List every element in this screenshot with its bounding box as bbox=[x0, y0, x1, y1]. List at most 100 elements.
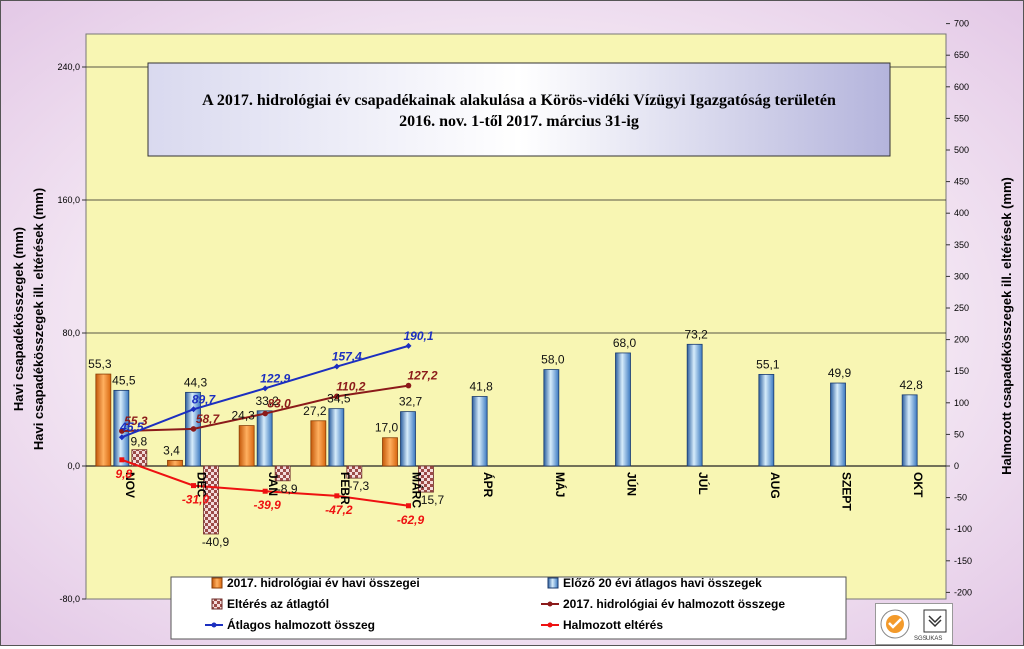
chart-title-line2: 2016. nov. 1-től 2017. március 31-ig bbox=[399, 113, 639, 130]
bar-value-label: 68,0 bbox=[613, 336, 637, 350]
bar-value-label: 41,8 bbox=[469, 380, 493, 394]
bar bbox=[310, 420, 327, 467]
y-tick-right-label: 350 bbox=[954, 240, 969, 250]
legend-label: 2017. hidrológiai év halmozott összege bbox=[563, 597, 785, 611]
line-marker bbox=[262, 410, 268, 417]
line-marker bbox=[405, 342, 412, 349]
bar-value-label: 27,2 bbox=[303, 404, 327, 418]
y-tick-right-label: 150 bbox=[954, 366, 969, 376]
bar bbox=[543, 369, 560, 467]
bar bbox=[901, 394, 918, 467]
svg-text:UKAS: UKAS bbox=[926, 636, 942, 642]
bar-value-label: 45,5 bbox=[112, 373, 136, 387]
bar-value-label: 9,8 bbox=[130, 435, 147, 449]
certification-logos: SGS UKAS bbox=[875, 603, 953, 645]
line-marker bbox=[118, 434, 125, 441]
line-value-label: 83,0 bbox=[267, 397, 291, 411]
line-marker bbox=[262, 385, 269, 392]
bar-value-label: 32,7 bbox=[399, 395, 423, 409]
bar-value-label: 55,3 bbox=[88, 357, 112, 371]
bar bbox=[830, 382, 846, 467]
bar-value-labels: 55,3 3,4 24,3 27,2 17,0 45,5 44,3 33,2 34,5 32,7 4… bbox=[88, 327, 923, 549]
line-value-label: -47,2 bbox=[325, 503, 353, 517]
legend-marker bbox=[211, 622, 217, 628]
y-tick-right-label: -200 bbox=[954, 587, 972, 597]
bar bbox=[686, 343, 703, 467]
category-label: AUG bbox=[768, 472, 782, 499]
chart-title-line1: A 2017. hidrológiai év csapadékainak ala… bbox=[202, 92, 836, 109]
line-value-label: 122,9 bbox=[260, 371, 290, 385]
category-label: SZEPT bbox=[840, 472, 854, 511]
bar-value-label: 73,2 bbox=[684, 327, 708, 341]
legend-label: Eltérés az átlagtól bbox=[227, 597, 329, 611]
bar-value-label: 49,9 bbox=[828, 366, 852, 380]
line-value-label: 55,3 bbox=[124, 414, 148, 428]
bar-value-label: 34,5 bbox=[327, 392, 351, 406]
line-marker bbox=[333, 363, 340, 370]
y-tick-right-label: 450 bbox=[954, 177, 969, 187]
bar-value-label: 44,3 bbox=[184, 375, 208, 389]
bar bbox=[758, 373, 775, 467]
bar bbox=[274, 465, 291, 482]
y-tick-left-label: 240,0 bbox=[57, 62, 80, 72]
category-label: MÁRC bbox=[410, 472, 425, 508]
line-marker bbox=[119, 457, 125, 463]
y-tick-right-label: 250 bbox=[954, 303, 969, 313]
bar-value-label: -8,9 bbox=[277, 482, 298, 496]
bar-value-label: -7,3 bbox=[348, 479, 369, 493]
bar-series bbox=[95, 343, 918, 535]
legend-marker bbox=[547, 622, 553, 628]
sgs-logo-icon: SGS UKAS bbox=[880, 609, 947, 642]
y-axis-right: 7006506005505004504003503002502001501005… bbox=[946, 19, 972, 597]
line-marker bbox=[190, 426, 197, 432]
bar bbox=[471, 396, 488, 467]
y-tick-right-label: 0 bbox=[954, 461, 959, 471]
bar-value-label: 55,1 bbox=[756, 357, 780, 371]
y-tick-left-label: 160,0 bbox=[57, 195, 80, 205]
line-marker bbox=[405, 382, 412, 389]
legend-box bbox=[170, 576, 847, 640]
legend: 2017. hidrológiai év havi összegei Előző … bbox=[205, 576, 785, 632]
x-axis-categories: NOV DEC JAN FEBR MÁRC ÁPR MÁJ JÚN JÚL AUG SZEPT OKT bbox=[123, 472, 925, 511]
legend-label: 2017. hidrológiai év havi összegei bbox=[227, 576, 420, 590]
bar bbox=[95, 373, 112, 467]
bar bbox=[382, 437, 398, 467]
bar-value-label: 42,8 bbox=[899, 378, 923, 392]
bar-value-label: 24,3 bbox=[231, 409, 255, 423]
y-tick-right-label: 50 bbox=[954, 429, 964, 439]
y-tick-right-label: -100 bbox=[954, 524, 972, 534]
y-tick-right-label: 300 bbox=[954, 271, 969, 281]
bar bbox=[400, 411, 416, 467]
bar bbox=[256, 410, 273, 467]
svg-text:SGS: SGS bbox=[914, 636, 927, 642]
line-value-label: -62,9 bbox=[397, 513, 425, 527]
line-value-label: 58,7 bbox=[196, 412, 221, 426]
line-value-label: -31,0 bbox=[182, 493, 210, 507]
legend-swatch bbox=[211, 598, 223, 610]
y-tick-right-label: -50 bbox=[954, 493, 967, 503]
category-label: JAN bbox=[266, 472, 280, 496]
y-tick-left-label: 0,0 bbox=[67, 461, 80, 471]
bar-value-label: 33,2 bbox=[255, 394, 279, 408]
bar-value-label: -40,9 bbox=[202, 535, 230, 549]
category-label: MÁJ bbox=[553, 472, 568, 497]
title-box bbox=[147, 62, 891, 157]
y-axis-left-label-2: Havi csapadékösszegek ill. eltérések (mm… bbox=[31, 188, 46, 450]
legend-swatch bbox=[211, 577, 223, 589]
legend-label: Előző 20 évi átlagos havi összegek bbox=[563, 576, 762, 590]
legend-marker bbox=[547, 601, 553, 607]
bar bbox=[346, 465, 363, 479]
category-label: DEC bbox=[195, 472, 209, 498]
y-tick-left-label: -80,0 bbox=[59, 594, 80, 604]
category-label: JÚL bbox=[696, 472, 711, 495]
line-value-label: 127,2 bbox=[407, 369, 437, 383]
y-tick-right-label: 500 bbox=[954, 145, 969, 155]
bar bbox=[203, 465, 219, 535]
y-tick-left-label: 80,0 bbox=[62, 328, 80, 338]
bar-value-label: 17,0 bbox=[375, 421, 399, 435]
line-value-label: 190,1 bbox=[403, 329, 433, 343]
legend-label: Átlagos halmozott összeg bbox=[227, 617, 375, 632]
category-label: JÚN bbox=[625, 472, 640, 496]
y-tick-right-label: 200 bbox=[954, 335, 969, 345]
